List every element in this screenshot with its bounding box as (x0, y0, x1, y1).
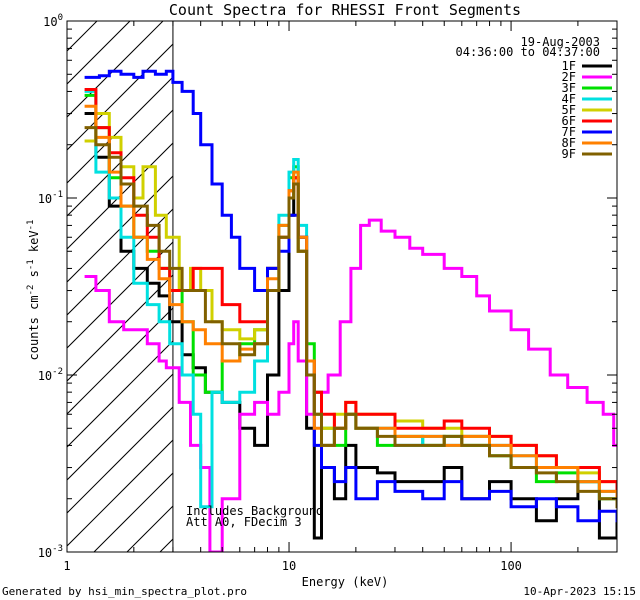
series-lines (84, 69, 617, 552)
series-line-6F (84, 88, 617, 493)
x-tick-label: 10 (282, 559, 296, 573)
x-tick-label: 1 (63, 559, 70, 573)
y-tick-label: 10-2 (38, 367, 63, 383)
series-line-8F (84, 104, 617, 501)
obs-date: 19-Aug-2003 (521, 35, 600, 49)
y-tick-label: 10-3 (38, 544, 63, 560)
legend-label-8F: 8F (562, 136, 576, 150)
legend-label-5F: 5F (562, 103, 576, 117)
obs-time-range: 04:36:00 to 04:37:00 (456, 45, 601, 59)
series-line-9F (84, 126, 617, 509)
generated-date-footer: 10-Apr-2023 15:15 (523, 585, 636, 598)
legend-label-3F: 3F (562, 81, 576, 95)
y-tick-labels: 100 10-1 10-2 10-3 (38, 13, 63, 560)
y-tick-label: 100 (43, 13, 63, 29)
legend-label-1F: 1F (562, 59, 576, 73)
axis-ticks (66, 21, 618, 553)
plot-frame (66, 20, 618, 553)
series-line-7F (84, 69, 617, 523)
y-axis-label: counts cm-2 s-1 keV-1 (26, 220, 41, 361)
legend-label-4F: 4F (562, 92, 576, 106)
series-line-5F (84, 112, 617, 493)
y-tick-label: 10-1 (38, 190, 63, 206)
generated-by-footer: Generated by hsi_min_spectra_plot.pro (2, 585, 248, 598)
legend-label-6F: 6F (562, 114, 576, 128)
x-tick-labels: 1 10 100 (63, 559, 522, 573)
legend-label-9F: 9F (562, 147, 576, 161)
legend-label-7F: 7F (562, 125, 576, 139)
legend-label-2F: 2F (562, 70, 576, 84)
annotation-attenuator: Att A0, FDecim 3 (186, 515, 302, 529)
annotation-background: Includes Background (186, 504, 323, 518)
x-axis-label: Energy (keV) (302, 575, 389, 589)
chart-title: Count Spectra for RHESSI Front Segments (169, 1, 521, 19)
x-tick-label: 100 (500, 559, 522, 573)
